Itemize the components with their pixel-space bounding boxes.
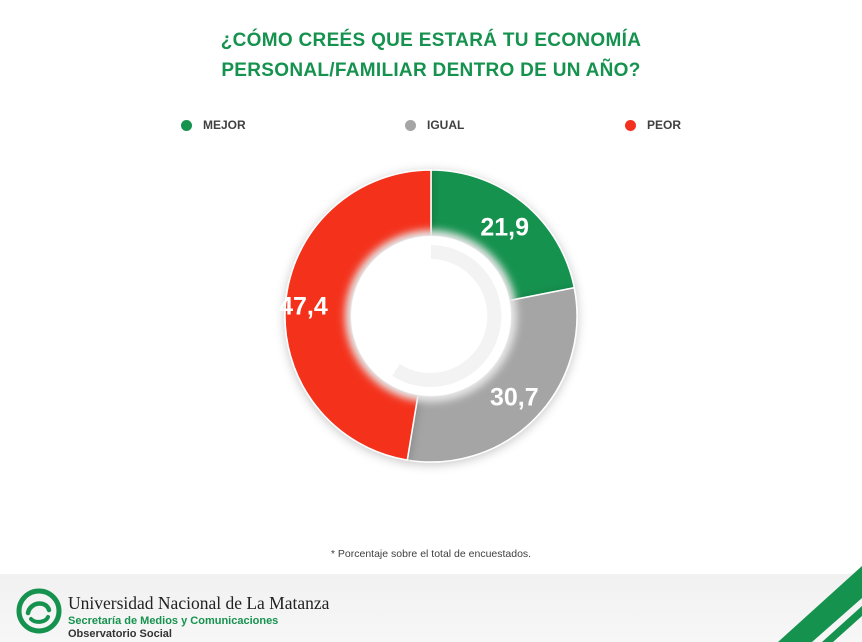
legend-swatch-peor [625, 119, 636, 131]
legend-item-igual: IGUAL [405, 118, 464, 132]
chart-title: ¿CÓMO CREÉS QUE ESTARÁ TU ECONOMÍA PERSO… [0, 26, 862, 86]
legend-label-igual: IGUAL [427, 118, 465, 132]
chart-title-line-2: PERSONAL/FAMILIAR DENTRO DE UN AÑO? [221, 60, 641, 81]
legend-swatch-mejor [181, 119, 192, 131]
secretaria-name: Secretaría de Medios y Comunicaciones [68, 615, 279, 627]
legend-item-peor: PEOR [625, 118, 681, 132]
data-label-mejor: 21,9 [480, 213, 529, 241]
footnote: * Porcentaje sobre el total de encuestad… [330, 548, 532, 560]
chart-title-line-1: ¿CÓMO CREÉS QUE ESTARÁ TU ECONOMÍA [220, 30, 642, 51]
observatorio-name: Observatorio Social [68, 628, 172, 640]
data-labels: 21,9 30,7 47,4 [279, 213, 539, 411]
university-name: Universidad Nacional de La Matanza [68, 593, 330, 613]
watermark-icon [392, 245, 502, 387]
footer-band [0, 574, 862, 642]
unlam-logo-icon [16, 588, 62, 634]
chart-legend: MEJOR IGUAL PEOR [0, 118, 862, 140]
legend-item-mejor: MEJOR [181, 118, 246, 132]
legend-label-peor: PEOR [647, 118, 682, 132]
legend-swatch-igual [405, 119, 416, 131]
data-label-peor: 47,4 [279, 293, 328, 321]
legend-label-mejor: MEJOR [203, 118, 246, 132]
data-label-igual: 30,7 [490, 384, 539, 412]
